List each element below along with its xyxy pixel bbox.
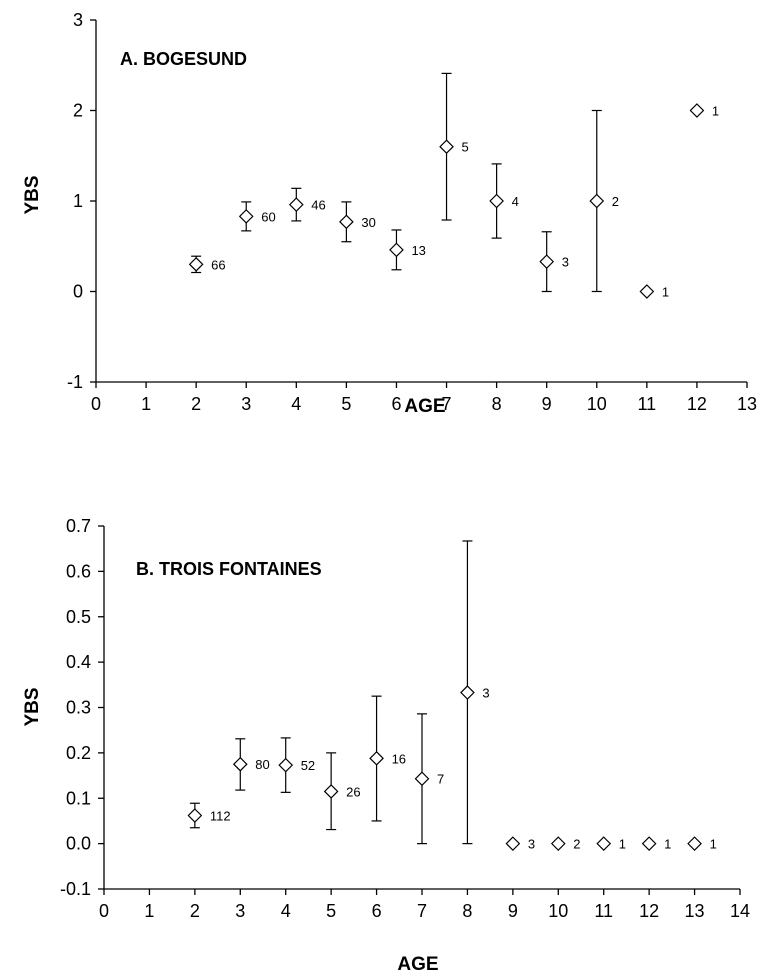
chart-a-x-tick-label: 3 <box>241 394 251 414</box>
chart-a-data-point <box>639 284 655 299</box>
chart-a-sample-size-label: 1 <box>662 285 669 300</box>
chart-b-x-tick-label: 12 <box>639 901 659 921</box>
chart-b-x-tick-label: 0 <box>99 901 109 921</box>
chart-b-sample-size-label: 26 <box>346 784 360 799</box>
chart-a-x-tick-label: 0 <box>91 394 101 414</box>
chart-b-y-tick-label: 0.2 <box>66 743 91 763</box>
chart-b-y-tick-label: 0.0 <box>66 834 91 854</box>
chart-a-sample-size-label: 3 <box>562 255 569 270</box>
chart-b-data-point <box>323 784 339 799</box>
chart-panel-b: YBS AGE B. TROIS FONTAINES -0.1 0.0 0.1 0.2… <box>22 516 750 975</box>
chart-b-data-point <box>369 750 384 766</box>
chart-a-x-tick-label: 4 <box>291 394 301 414</box>
chart-b-y-tick-label: 0.7 <box>66 516 91 536</box>
chart-b-data-point <box>550 836 566 851</box>
chart-b-y-tick-label: -0.1 <box>60 879 91 899</box>
chart-a-data-point <box>389 242 404 258</box>
chart-b-sample-size-label: 7 <box>437 772 444 787</box>
chart-a-sample-size-label: 30 <box>361 215 375 230</box>
chart-b-sample-size-label: 1 <box>619 837 626 852</box>
chart-a-data-point <box>589 193 605 209</box>
chart-b-data-point <box>414 771 430 787</box>
chart-a-y-tick-label: 0 <box>73 282 83 302</box>
chart-b-y-tick-label: 0.6 <box>66 561 91 581</box>
chart-a-x-tick-label: 8 <box>492 394 502 414</box>
chart-b-x-tick-label: 11 <box>594 901 613 921</box>
chart-a-x-tick-label: 13 <box>737 394 757 414</box>
chart-a-data-point <box>288 197 304 212</box>
chart-b-x-tick-label: 4 <box>281 901 291 921</box>
chart-a-sample-size-label: 5 <box>462 140 469 155</box>
chart-a-x-tick-label: 11 <box>638 394 657 414</box>
chart-a-data-point <box>439 139 454 155</box>
chart-a-data-point <box>489 193 504 209</box>
chart-b-title: B. TROIS FONTAINES <box>136 559 322 579</box>
chart-a-data-point <box>339 214 354 230</box>
chart-a-x-tick-label: 10 <box>587 394 607 414</box>
chart-a-sample-size-label: 60 <box>261 209 275 224</box>
chart-b-sample-size-label: 3 <box>528 837 535 852</box>
chart-b-y-tick-label: 0.5 <box>66 607 91 627</box>
chart-b-x-tick-label: 14 <box>730 901 750 921</box>
chart-a-x-tick-label: 12 <box>687 394 707 414</box>
chart-b-x-tick-label: 5 <box>326 901 336 921</box>
chart-a-y-tick-label: -1 <box>67 372 83 392</box>
chart-b-x-tick-label: 8 <box>462 901 472 921</box>
chart-b-sample-size-label: 80 <box>255 757 269 772</box>
chart-a-data-point <box>539 254 555 269</box>
chart-a-title: A. BOGESUND <box>120 49 247 69</box>
chart-b-data-point <box>505 836 521 851</box>
chart-a-data-point <box>689 103 705 118</box>
chart-a-x-tick-label: 1 <box>141 394 151 414</box>
chart-a-y-tick-label: 1 <box>73 191 83 211</box>
chart-b-sample-size-label: 112 <box>210 808 231 823</box>
chart-a-y-tick-label: 3 <box>73 10 83 30</box>
chart-b-x-tick-label: 10 <box>548 901 568 921</box>
chart-a-sample-size-label: 46 <box>311 198 325 213</box>
chart-b-sample-size-label: 1 <box>710 837 717 852</box>
chart-b-data-point <box>187 808 203 823</box>
chart-b-x-tick-label: 1 <box>144 901 154 921</box>
chart-b-ylabel: YBS <box>22 687 43 726</box>
chart-b-y-tick-label: 0.4 <box>66 652 91 672</box>
chart-a-data-point <box>188 257 204 272</box>
chart-a-sample-size-label: 1 <box>712 104 719 119</box>
chart-b-data-point <box>460 685 475 700</box>
chart-a-sample-size-label: 13 <box>411 243 425 258</box>
chart-a-x-tick-label: 9 <box>542 394 552 414</box>
chart-a-data-point <box>238 209 254 224</box>
chart-a-x-tick-label: 2 <box>191 394 201 414</box>
chart-b-x-tick-label: 6 <box>372 901 382 921</box>
chart-b-data-point <box>641 836 657 851</box>
chart-b-sample-size-label: 16 <box>392 751 406 766</box>
chart-b-data-point <box>596 836 612 851</box>
chart-b-sample-size-label: 52 <box>301 758 315 773</box>
chart-b-data-point <box>232 756 248 772</box>
chart-a-sample-size-label: 2 <box>612 194 619 209</box>
chart-b-data-point <box>278 757 294 773</box>
chart-a-x-tick-label: 6 <box>391 394 401 414</box>
chart-b-sample-size-label: 2 <box>573 837 580 852</box>
chart-a-sample-size-label: 4 <box>512 194 519 209</box>
chart-b-y-tick-label: 0.1 <box>66 788 91 808</box>
chart-b-xlabel: AGE <box>397 954 438 975</box>
chart-b-x-tick-label: 2 <box>190 901 200 921</box>
chart-a-sample-size-label: 66 <box>211 257 225 272</box>
chart-a-y-tick-label: 2 <box>73 101 83 121</box>
chart-b-x-tick-label: 7 <box>417 901 427 921</box>
chart-a-x-tick-label: 5 <box>341 394 351 414</box>
chart-a-xlabel: AGE <box>404 396 445 417</box>
chart-b-y-tick-label: 0.3 <box>66 698 91 718</box>
chart-b-x-tick-label: 13 <box>685 901 705 921</box>
chart-b-sample-size-label: 3 <box>482 686 489 701</box>
chart-a-x-tick-label: 7 <box>442 394 452 414</box>
chart-b-x-tick-label: 3 <box>235 901 245 921</box>
chart-b-data-point <box>687 836 702 851</box>
chart-b-x-tick-label: 9 <box>508 901 518 921</box>
chart-a-ylabel: YBS <box>22 175 43 214</box>
chart-b-sample-size-label: 1 <box>664 837 671 852</box>
